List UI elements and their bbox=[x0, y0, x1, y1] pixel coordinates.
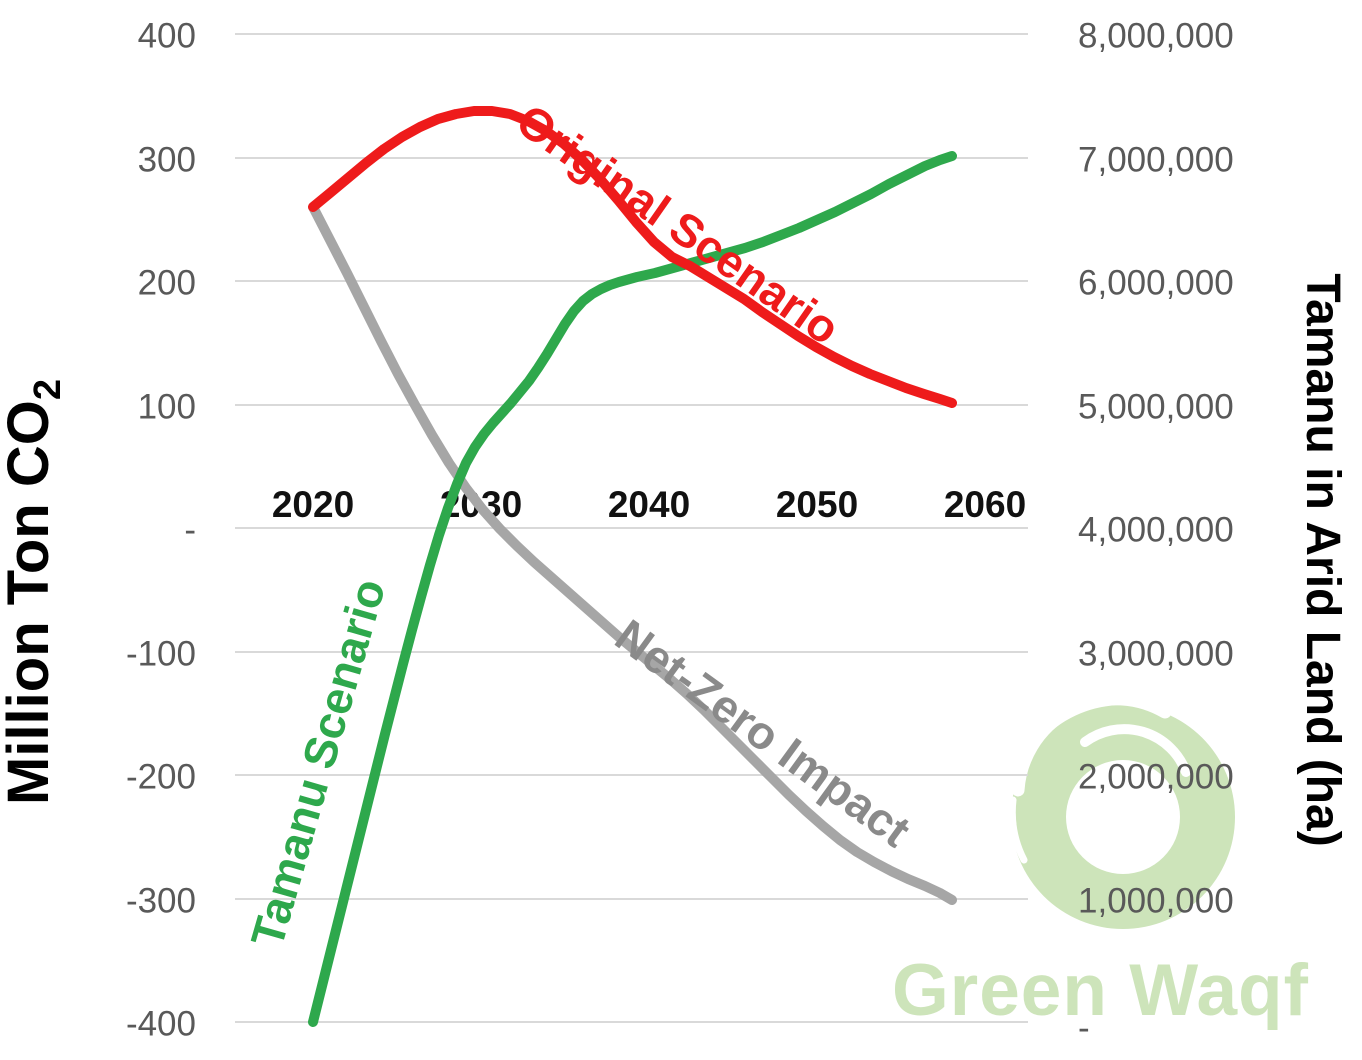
gridlines bbox=[235, 33, 1028, 1023]
left-tick: -100 bbox=[126, 635, 196, 674]
right-axis-ticks: 8,000,000 7,000,000 6,000,000 5,000,000 … bbox=[1078, 17, 1234, 1048]
net-zero-impact-line bbox=[308, 202, 957, 905]
left-axis-title-main: Million Ton CO bbox=[0, 400, 61, 805]
left-tick: 300 bbox=[138, 141, 196, 180]
left-axis-title: Million Ton CO2 bbox=[0, 379, 69, 805]
left-tick: 200 bbox=[138, 264, 196, 303]
x-tick-2040: 2040 bbox=[608, 484, 690, 525]
right-axis-title: Tamanu in Arid Land (ha) bbox=[1296, 273, 1349, 846]
net-zero-impact-label: Net-Zero Impact bbox=[606, 609, 920, 857]
left-axis-ticks: 400 300 200 100 - -100 -200 -300 -400 bbox=[126, 17, 196, 1044]
right-tick: 1,000,000 bbox=[1078, 882, 1234, 921]
greenwaqf-logo bbox=[1008, 692, 1235, 929]
right-tick: 6,000,000 bbox=[1078, 264, 1234, 303]
x-tick-2020: 2020 bbox=[272, 484, 354, 525]
watermark-brand-text: Green Waqf bbox=[892, 950, 1309, 1031]
right-tick: 2,000,000 bbox=[1078, 758, 1234, 797]
left-tick: -200 bbox=[126, 758, 196, 797]
original-scenario-line bbox=[308, 106, 957, 408]
right-tick: 8,000,000 bbox=[1078, 17, 1234, 56]
logo-swoosh-left bbox=[1008, 796, 1028, 864]
x-tick-2060: 2060 bbox=[944, 484, 1026, 525]
x-axis-ticks: 2020 2030 2040 2050 2060 bbox=[272, 484, 1026, 525]
x-tick-2050: 2050 bbox=[776, 484, 858, 525]
tamanu-scenario-label: Tamanu Scenario bbox=[241, 573, 396, 953]
left-axis-title-subscript: 2 bbox=[27, 379, 69, 400]
logo-ring-hole bbox=[1066, 760, 1180, 874]
right-tick: 3,000,000 bbox=[1078, 635, 1234, 674]
logo-swoosh-inner bbox=[1080, 724, 1191, 777]
right-tick: - bbox=[1078, 1009, 1090, 1048]
left-tick: -300 bbox=[126, 882, 196, 921]
right-tick: 4,000,000 bbox=[1078, 511, 1234, 550]
left-tick: 400 bbox=[138, 17, 196, 56]
left-tick: 100 bbox=[138, 388, 196, 427]
tamanu-scenario-line bbox=[308, 151, 957, 1027]
right-tick: 5,000,000 bbox=[1078, 388, 1234, 427]
right-tick: 7,000,000 bbox=[1078, 141, 1234, 180]
left-tick: -400 bbox=[126, 1005, 196, 1044]
logo-swoosh-outer bbox=[1011, 692, 1172, 797]
left-tick: - bbox=[184, 511, 196, 550]
